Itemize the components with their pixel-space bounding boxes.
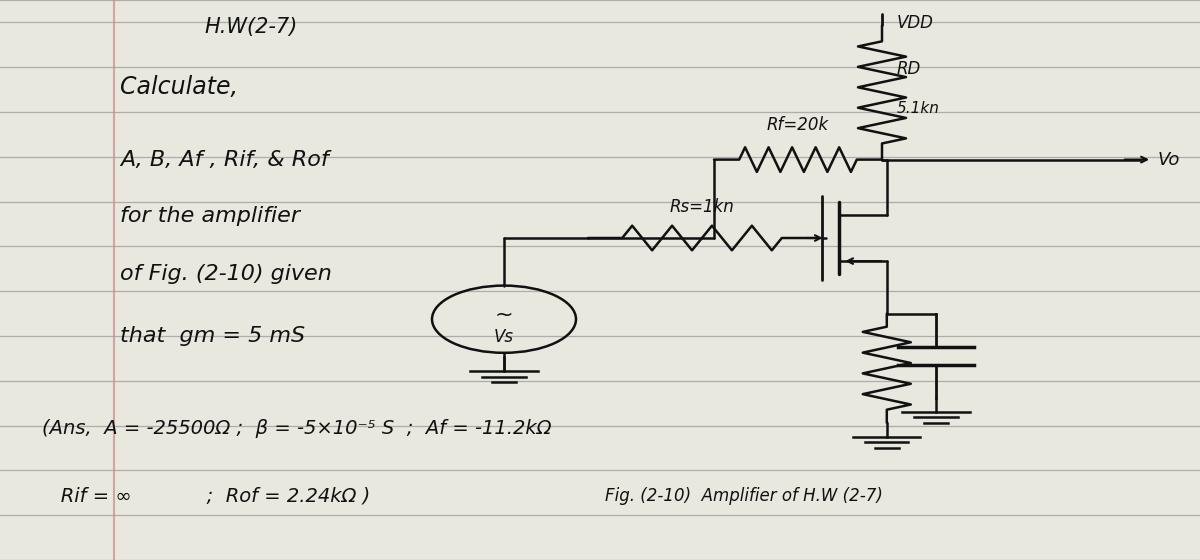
Text: VDD: VDD: [896, 14, 934, 32]
Text: RD: RD: [896, 60, 920, 78]
Text: Vs: Vs: [494, 328, 514, 346]
Text: Rf=20k: Rf=20k: [767, 116, 829, 134]
Text: for the amplifier: for the amplifier: [120, 206, 300, 226]
Text: ~: ~: [494, 305, 514, 325]
Text: Fig. (2-10)  Amplifier of H.W (2-7): Fig. (2-10) Amplifier of H.W (2-7): [605, 487, 883, 505]
Text: 5.1kn: 5.1kn: [896, 101, 940, 116]
Text: that  gm = 5 mS: that gm = 5 mS: [120, 326, 305, 346]
Text: Calculate,: Calculate,: [120, 75, 238, 99]
Text: H.W(2-7): H.W(2-7): [204, 17, 298, 37]
Text: A, B, Af , Rif, & Rof: A, B, Af , Rif, & Rof: [120, 150, 329, 170]
Text: Vo: Vo: [1158, 151, 1181, 169]
Text: Rs=1kn: Rs=1kn: [670, 198, 734, 216]
Text: Rif = ∞            ;  Rof = 2.24kΩ ): Rif = ∞ ; Rof = 2.24kΩ ): [42, 486, 371, 505]
Text: of Fig. (2-10) given: of Fig. (2-10) given: [120, 264, 332, 284]
Text: (Ans,  A = -25500Ω ;  β = -5×10⁻⁵ S  ;  Af = -11.2kΩ: (Ans, A = -25500Ω ; β = -5×10⁻⁵ S ; Af =…: [42, 419, 552, 438]
